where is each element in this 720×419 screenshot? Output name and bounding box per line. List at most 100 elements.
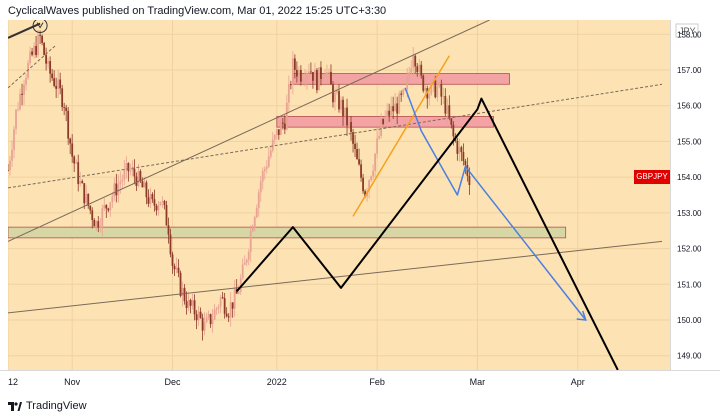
candle xyxy=(398,90,401,115)
candle xyxy=(115,173,118,203)
y-tick-label: 152.00 xyxy=(677,245,702,254)
candle xyxy=(289,80,292,90)
candle-body xyxy=(402,89,405,95)
y-tick-label: 151.00 xyxy=(677,280,702,289)
candle-body xyxy=(101,208,104,227)
candle xyxy=(17,101,19,112)
candle xyxy=(69,137,72,155)
candle xyxy=(227,313,230,323)
candle xyxy=(199,307,202,319)
candle-body xyxy=(147,197,150,204)
candle xyxy=(267,147,270,168)
candle xyxy=(414,53,417,74)
candle xyxy=(430,80,433,96)
candle-body xyxy=(416,66,419,73)
candle xyxy=(396,96,399,125)
price-chart[interactable] xyxy=(8,20,670,370)
candle xyxy=(450,118,453,129)
candle-body xyxy=(388,110,391,116)
candle-body xyxy=(165,204,168,226)
candle xyxy=(33,42,35,59)
candle xyxy=(416,63,419,77)
candle-body xyxy=(468,175,471,186)
candle xyxy=(183,284,186,305)
candle-body xyxy=(420,64,423,76)
candle xyxy=(233,279,236,317)
candle xyxy=(8,163,9,172)
price-axis[interactable]: JPY 158.00 157.00 156.00 155.00 154.00 153.00 1… xyxy=(670,20,720,370)
candle-body xyxy=(299,70,302,82)
candle xyxy=(253,215,256,232)
candle-body xyxy=(245,259,248,263)
candle xyxy=(380,113,383,139)
candle xyxy=(348,119,350,130)
x-tick-label: Dec xyxy=(164,377,181,387)
candle-body xyxy=(392,106,395,112)
candle-body xyxy=(115,183,118,196)
candle-body xyxy=(360,164,362,178)
candle-body xyxy=(318,67,320,91)
candle-body xyxy=(51,73,54,79)
candle xyxy=(346,98,348,136)
candle-body xyxy=(177,267,180,273)
candle-body xyxy=(221,297,224,299)
candle-body xyxy=(273,135,276,140)
candle xyxy=(277,129,280,140)
candle xyxy=(444,88,447,117)
zone-support xyxy=(8,226,567,239)
candle-body xyxy=(460,147,463,152)
candle xyxy=(446,98,449,124)
candle-body xyxy=(414,55,417,67)
candle-body xyxy=(340,99,342,110)
candle-body xyxy=(67,110,70,139)
candle-body xyxy=(153,199,156,206)
candle xyxy=(75,159,78,164)
tradingview-brand[interactable]: TradingView xyxy=(8,400,87,412)
candle xyxy=(175,257,178,274)
candle xyxy=(121,174,124,190)
candle xyxy=(263,166,266,180)
candle xyxy=(15,108,17,135)
candle xyxy=(11,140,13,168)
x-tick-label: Feb xyxy=(369,377,385,387)
candle xyxy=(31,47,33,57)
candle-body xyxy=(47,61,50,64)
candle xyxy=(318,67,320,91)
candle-body xyxy=(247,251,250,260)
candle xyxy=(352,128,354,153)
price-plot-area[interactable] xyxy=(8,20,670,370)
candle-body xyxy=(462,151,465,161)
candle-body xyxy=(386,110,389,118)
candle xyxy=(93,218,96,227)
candle xyxy=(255,204,258,219)
candle xyxy=(400,90,403,102)
candle-body xyxy=(430,83,433,95)
time-axis[interactable]: 12 Nov Dec 2022 Feb Mar Apr xyxy=(0,370,720,393)
candle-body xyxy=(338,91,340,110)
candle-body xyxy=(227,316,230,318)
candle xyxy=(426,85,429,109)
candle xyxy=(113,177,116,201)
candle xyxy=(13,125,15,159)
candle xyxy=(71,134,74,163)
candle-body xyxy=(263,168,266,172)
candle-body xyxy=(223,298,226,314)
candle-body xyxy=(127,163,130,172)
candle xyxy=(295,61,298,83)
line-upper-channel xyxy=(8,20,490,242)
candle xyxy=(456,137,459,161)
line-orange-rise xyxy=(352,55,450,217)
candle-body xyxy=(291,58,294,86)
candle-body xyxy=(219,297,222,307)
candle-body xyxy=(253,217,256,229)
candle-body xyxy=(111,196,114,203)
candle-body xyxy=(444,96,447,114)
candle xyxy=(45,47,48,71)
candle-body xyxy=(61,88,64,108)
candle-body xyxy=(97,221,100,228)
candle-body xyxy=(183,287,186,302)
candle-body xyxy=(155,205,158,211)
candle xyxy=(73,155,76,172)
candle xyxy=(273,134,276,145)
candle-body xyxy=(83,183,86,204)
